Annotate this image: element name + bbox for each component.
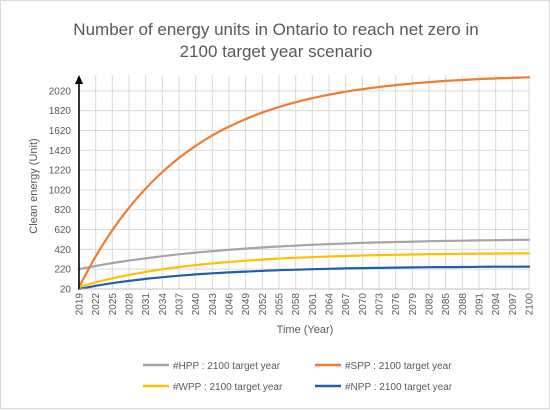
series-line-npp (77, 265, 531, 291)
x-tick-label: 2058 (291, 293, 302, 316)
x-tick-label: 2025 (108, 293, 119, 316)
y-tick-label: 820 (54, 205, 71, 216)
y-axis-label: Clean energy (Unit) (28, 138, 40, 233)
y-tick-label: 20 (60, 285, 72, 296)
legend: #HPP : 2100 target year #SPP : 2100 targ… (143, 361, 453, 393)
x-tick-label: 2043 (208, 293, 219, 316)
y-tick-label: 220 (54, 265, 71, 276)
x-tick-label: 2040 (191, 293, 202, 316)
y-tick-label: 620 (54, 225, 71, 236)
y-tick-label: 2020 (49, 86, 72, 97)
x-tick-label: 2028 (125, 293, 136, 316)
legend-label-spp: #SPP : 2100 target year (345, 361, 452, 372)
x-tick-label: 2022 (91, 293, 102, 316)
x-tick-label: 2097 (508, 293, 519, 316)
horizontal-gridlines (79, 90, 529, 270)
x-tick-label: 2091 (475, 293, 486, 316)
y-tick-label: 1220 (49, 166, 72, 177)
x-tick-label: 2085 (441, 293, 452, 316)
x-tick-label: 2073 (375, 293, 386, 316)
x-axis-label: Time (Year) (277, 324, 334, 336)
series-line-wpp (77, 252, 531, 289)
y-tick-label: 1820 (49, 106, 72, 117)
legend-label-npp: #NPP : 2100 target year (345, 382, 453, 393)
x-tick-label: 2070 (358, 293, 369, 316)
x-tick-label: 2079 (408, 293, 419, 316)
x-tick-label: 2055 (275, 293, 286, 316)
y-tick-label: 1020 (49, 185, 72, 196)
chart-title-line-2: 2100 target year scenario (180, 42, 373, 61)
series-line-hpp (77, 238, 531, 271)
legend-label-hpp: #HPP : 2100 target year (173, 361, 281, 372)
y-tick-label: 1620 (49, 126, 72, 137)
x-tick-label: 2094 (491, 293, 502, 316)
x-tick-label: 2019 (75, 293, 86, 316)
chart-title-line-1: Number of energy units in Ontario to rea… (73, 20, 478, 39)
x-tick-label: 2100 (525, 293, 536, 316)
x-tick-label: 2076 (391, 293, 402, 316)
y-tick-label: 1420 (49, 146, 72, 157)
x-tick-label: 2061 (308, 293, 319, 316)
x-tick-label: 2052 (258, 293, 269, 316)
series-lines (77, 76, 531, 291)
x-tick-label: 2031 (141, 293, 152, 316)
x-tick-label: 2082 (425, 293, 436, 316)
x-tick-label: 2037 (175, 293, 186, 316)
y-tick-label: 420 (54, 245, 71, 256)
x-tick-label: 2049 (241, 293, 252, 316)
x-tick-label: 2088 (458, 293, 469, 316)
y-tick-labels: 20 220 420 620 820 1020 1220 1420 1620 1820 2020 (49, 86, 72, 295)
series-line-spp (77, 76, 531, 289)
x-tick-labels: 2019 2022 2025 2028 2031 2034 2037 2040 2043 2046… (75, 293, 536, 316)
x-tick-label: 2034 (158, 293, 169, 316)
y-axis-arrowhead (75, 75, 83, 84)
x-tick-label: 2067 (341, 293, 352, 316)
x-tick-label: 2046 (225, 293, 236, 316)
x-tick-label: 2064 (325, 293, 336, 316)
legend-label-wpp: #WPP : 2100 target year (173, 382, 283, 393)
